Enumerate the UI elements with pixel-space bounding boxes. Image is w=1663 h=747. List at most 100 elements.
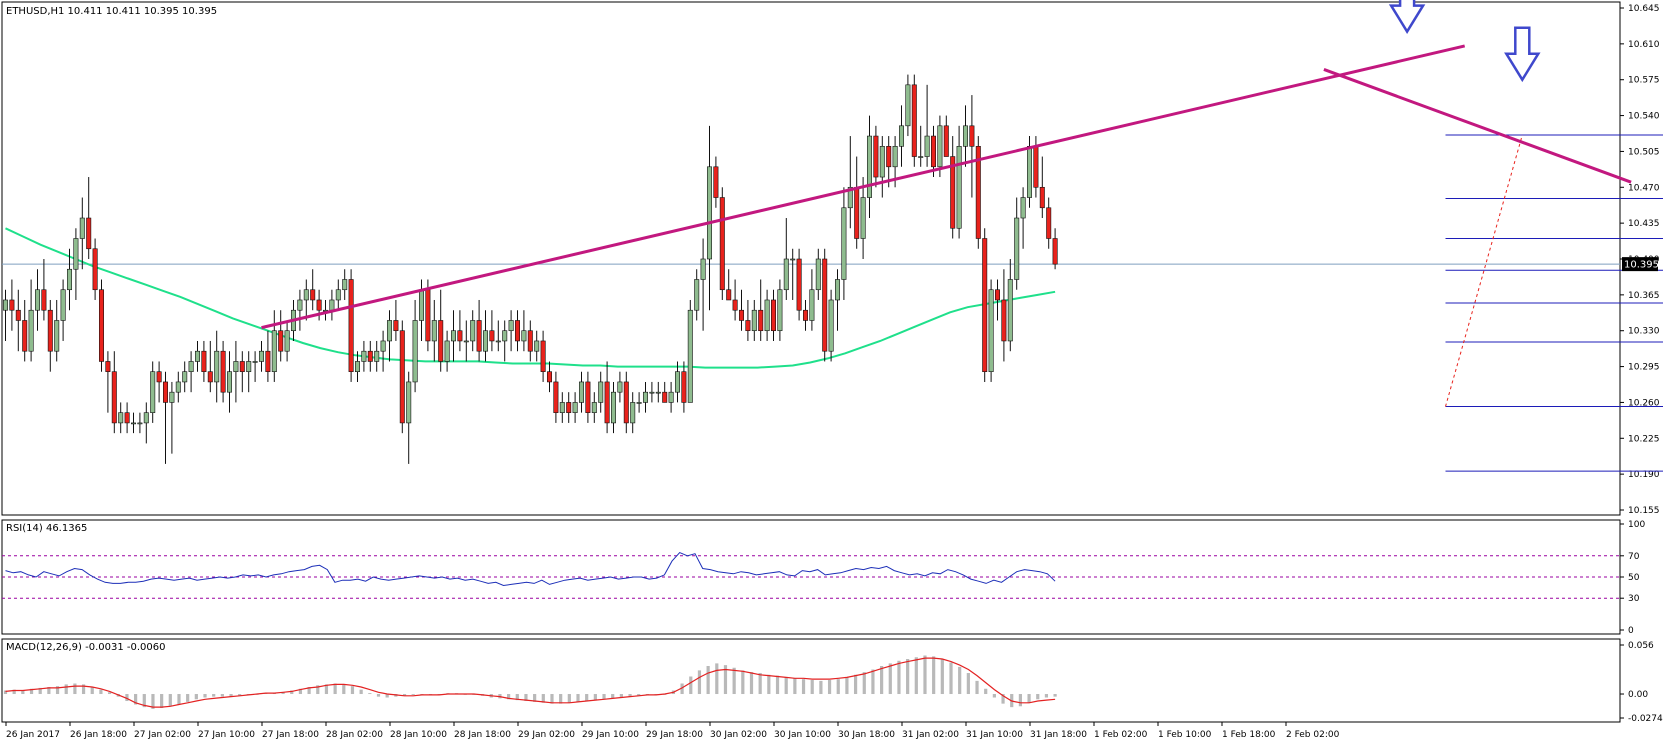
- candle[interactable]: [444, 330, 450, 372]
- candle[interactable]: [342, 269, 348, 300]
- candle[interactable]: [60, 279, 66, 341]
- candle[interactable]: [182, 361, 188, 393]
- candle[interactable]: [719, 187, 725, 300]
- candle[interactable]: [1007, 259, 1013, 352]
- candle[interactable]: [681, 361, 687, 413]
- candle[interactable]: [393, 299, 399, 341]
- candle[interactable]: [738, 289, 744, 331]
- candle[interactable]: [943, 115, 949, 157]
- candle[interactable]: [1052, 228, 1058, 270]
- candle[interactable]: [956, 125, 962, 239]
- candle[interactable]: [399, 320, 405, 434]
- candle[interactable]: [988, 279, 994, 382]
- candle[interactable]: [751, 299, 757, 341]
- candle[interactable]: [169, 381, 175, 454]
- candle[interactable]: [1014, 197, 1020, 290]
- rsi-panel[interactable]: 100 70 50 30 0: [1, 519, 1645, 636]
- candle[interactable]: [406, 371, 412, 464]
- candle[interactable]: [297, 289, 303, 331]
- candle[interactable]: [412, 299, 418, 393]
- candle[interactable]: [758, 279, 764, 341]
- candle[interactable]: [649, 381, 655, 403]
- candle[interactable]: [258, 340, 264, 372]
- candle[interactable]: [239, 351, 245, 393]
- candle[interactable]: [527, 320, 533, 362]
- candle[interactable]: [386, 310, 392, 362]
- candle[interactable]: [866, 115, 872, 219]
- candle[interactable]: [450, 310, 456, 362]
- candle[interactable]: [508, 310, 514, 352]
- candle[interactable]: [303, 279, 309, 321]
- candle[interactable]: [348, 269, 354, 382]
- candle[interactable]: [233, 340, 239, 403]
- candle[interactable]: [732, 279, 738, 321]
- candle[interactable]: [687, 299, 693, 403]
- trendline[interactable]: [1323, 68, 1632, 184]
- candle[interactable]: [252, 351, 258, 382]
- candle[interactable]: [105, 351, 111, 413]
- candle[interactable]: [207, 340, 213, 393]
- candle[interactable]: [783, 218, 789, 300]
- candle[interactable]: [354, 351, 360, 382]
- candle[interactable]: [67, 248, 73, 311]
- candle[interactable]: [34, 269, 40, 331]
- candle[interactable]: [847, 136, 853, 229]
- candle[interactable]: [905, 74, 911, 137]
- candle[interactable]: [630, 392, 636, 434]
- candle[interactable]: [566, 392, 572, 423]
- candle[interactable]: [22, 299, 28, 362]
- candle[interactable]: [86, 177, 92, 259]
- candle[interactable]: [514, 310, 520, 352]
- candle[interactable]: [227, 351, 233, 413]
- candle[interactable]: [28, 279, 34, 362]
- candle[interactable]: [937, 115, 943, 178]
- candle[interactable]: [578, 371, 584, 413]
- candle[interactable]: [623, 371, 629, 434]
- candle[interactable]: [642, 381, 648, 413]
- candle[interactable]: [470, 310, 476, 352]
- candle[interactable]: [898, 105, 904, 167]
- candle[interactable]: [591, 392, 597, 423]
- candle[interactable]: [790, 248, 796, 300]
- candle[interactable]: [1039, 156, 1045, 219]
- candle[interactable]: [770, 289, 776, 341]
- candle[interactable]: [546, 361, 552, 393]
- candle[interactable]: [380, 330, 386, 372]
- candle[interactable]: [271, 310, 277, 382]
- price-panel[interactable]: 10.645 10.610 10.575 10.540 10.505 10.470 10.4…: [1, 0, 1663, 516]
- candle[interactable]: [156, 361, 162, 403]
- candle[interactable]: [930, 125, 936, 178]
- candle[interactable]: [124, 402, 130, 434]
- candle[interactable]: [777, 279, 783, 341]
- candle[interactable]: [585, 371, 591, 423]
- candle[interactable]: [796, 248, 802, 321]
- candle[interactable]: [924, 84, 930, 167]
- candle[interactable]: [220, 340, 226, 403]
- candle[interactable]: [502, 320, 508, 362]
- candle[interactable]: [137, 412, 143, 434]
- candle[interactable]: [1001, 269, 1007, 362]
- candle[interactable]: [47, 299, 53, 372]
- candle[interactable]: [911, 74, 917, 167]
- candle[interactable]: [879, 136, 885, 198]
- candle[interactable]: [674, 361, 680, 403]
- candle[interactable]: [2, 289, 9, 341]
- candle[interactable]: [214, 330, 220, 403]
- candle[interactable]: [335, 279, 341, 311]
- candle[interactable]: [726, 269, 732, 301]
- candle[interactable]: [374, 340, 380, 372]
- candle[interactable]: [534, 330, 540, 362]
- candle[interactable]: [540, 330, 546, 382]
- candle[interactable]: [553, 371, 559, 423]
- candle[interactable]: [118, 402, 124, 434]
- candle[interactable]: [713, 156, 719, 208]
- candle[interactable]: [246, 351, 252, 393]
- candle[interactable]: [1020, 187, 1026, 249]
- candle[interactable]: [54, 299, 60, 362]
- candle[interactable]: [1046, 197, 1052, 249]
- candle[interactable]: [431, 299, 437, 362]
- candle[interactable]: [361, 340, 367, 372]
- candle[interactable]: [489, 310, 495, 352]
- candle[interactable]: [962, 105, 968, 167]
- candle[interactable]: [706, 125, 712, 311]
